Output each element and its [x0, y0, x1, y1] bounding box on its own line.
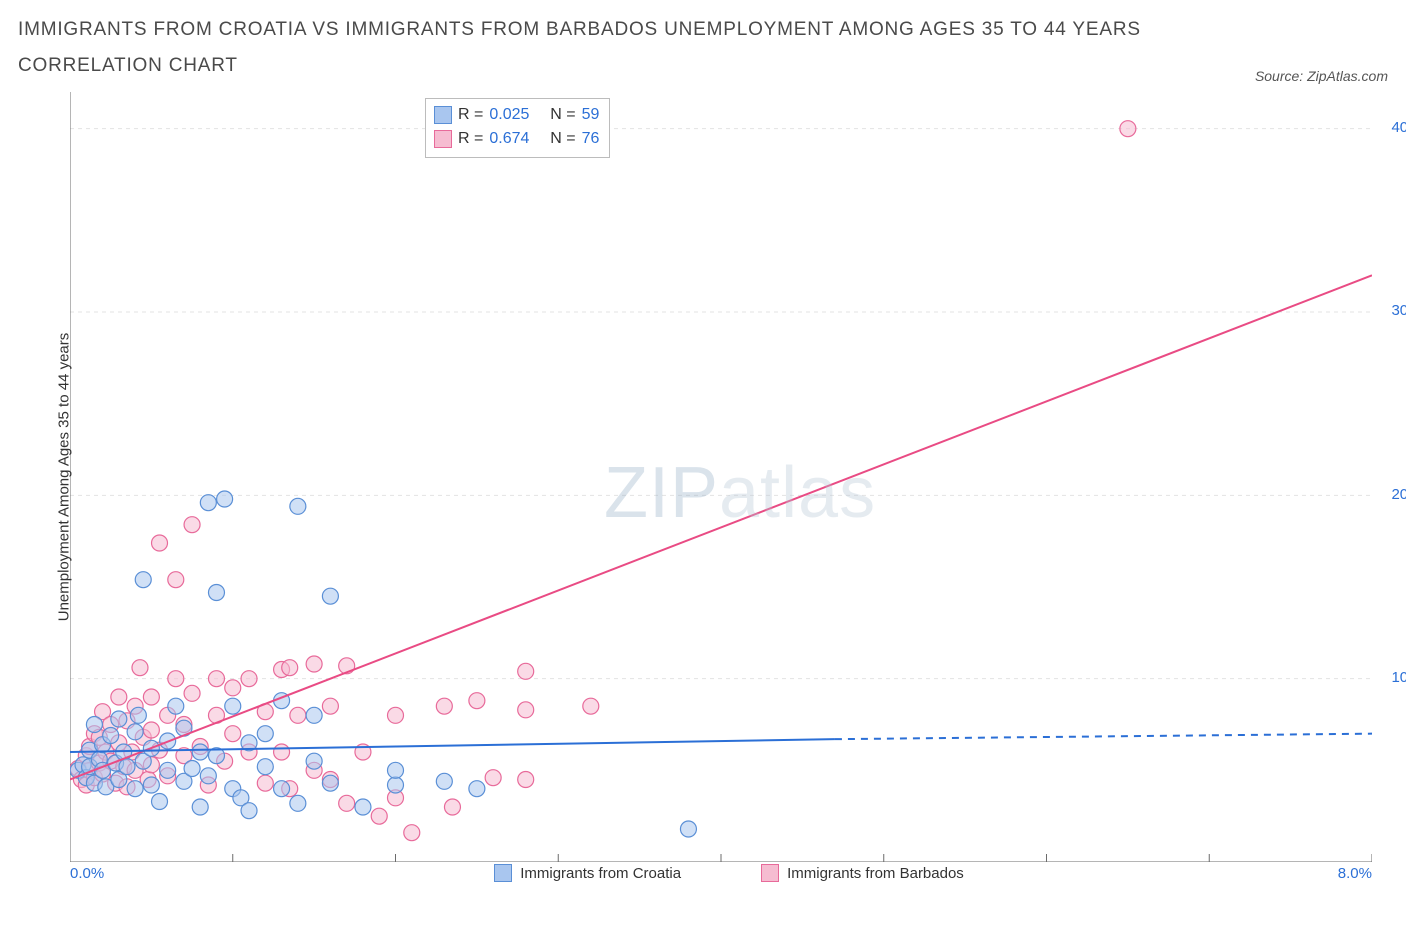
stats-n-key: N =	[550, 103, 575, 127]
stats-box: R = 0.025 N = 59 R = 0.674 N = 76	[425, 98, 610, 158]
source-attribution: Source: ZipAtlas.com	[1255, 68, 1388, 84]
stats-r-key: R =	[458, 103, 483, 127]
stats-row-croatia: R = 0.025 N = 59	[434, 103, 599, 127]
legend-barbados: Immigrants from Barbados	[761, 864, 964, 882]
stats-r-val: 0.674	[489, 127, 529, 151]
legend-swatch-croatia	[494, 864, 512, 882]
stats-n-key: N =	[550, 127, 575, 151]
y-tick-label: 30.0%	[1391, 302, 1406, 319]
stats-swatch	[434, 106, 452, 124]
stats-r-key: R =	[458, 127, 483, 151]
legend-label-croatia: Immigrants from Croatia	[520, 865, 681, 882]
y-tick-label: 20.0%	[1391, 486, 1406, 503]
y-tick-label: 40.0%	[1391, 119, 1406, 136]
chart-title: IMMIGRANTS FROM CROATIA VS IMMIGRANTS FR…	[18, 12, 1168, 84]
header-row: IMMIGRANTS FROM CROATIA VS IMMIGRANTS FR…	[18, 12, 1388, 84]
stats-r-val: 0.025	[489, 103, 529, 127]
stats-swatch	[434, 130, 452, 148]
y-tick-label: 10.0%	[1391, 669, 1406, 686]
y-axis-label: Unemployment Among Ages 35 to 44 years	[56, 333, 73, 622]
legend-croatia: Immigrants from Croatia	[494, 864, 681, 882]
legend-swatch-barbados	[761, 864, 779, 882]
x-axis-min-label: 0.0%	[70, 865, 104, 882]
stats-n-val: 76	[582, 127, 600, 151]
stats-n-val: 59	[582, 103, 600, 127]
x-axis-row: 0.0% Immigrants from Croatia Immigrants …	[70, 864, 1372, 882]
x-axis-max-label: 8.0%	[1338, 865, 1372, 882]
stats-row-barbados: R = 0.674 N = 76	[434, 127, 599, 151]
scatter-plot	[70, 92, 1372, 862]
chart-area: Unemployment Among Ages 35 to 44 years R…	[70, 92, 1372, 862]
legend-label-barbados: Immigrants from Barbados	[787, 865, 964, 882]
